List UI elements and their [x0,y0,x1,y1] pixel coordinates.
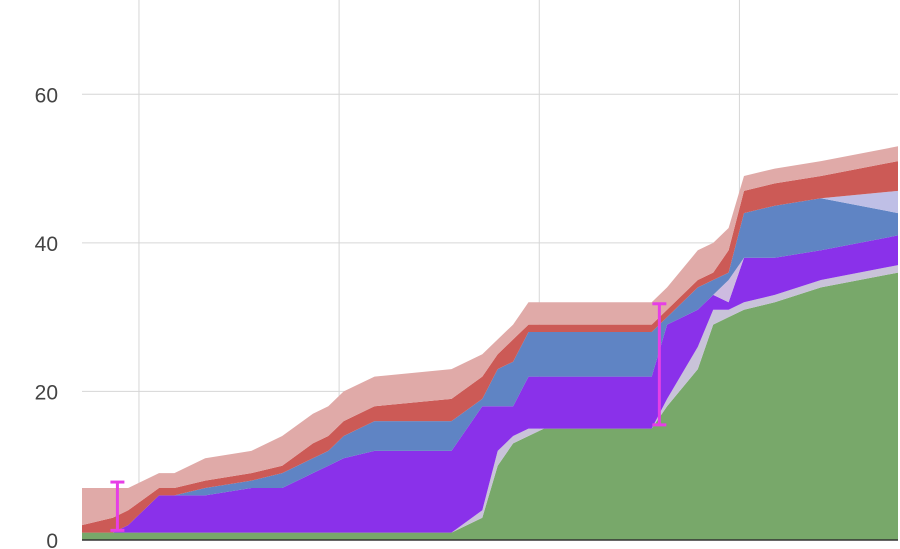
y-tick-label-20: 20 [35,381,58,404]
error-bar-1 [652,302,667,427]
area-series-4 [82,198,898,533]
y-tick-label-60: 60 [35,84,58,107]
area-series-6 [82,161,898,533]
error-bars [110,302,667,532]
error-bar-0 [110,480,125,532]
y-tick-labels: 0 20 40 60 [35,84,58,549]
area-series-7 [82,146,898,526]
y-tick-label-0: 0 [46,530,58,549]
area-series-2 [82,235,898,533]
area-series [82,146,898,540]
area-series-0 [82,272,898,540]
y-tick-label-40: 40 [35,233,58,256]
